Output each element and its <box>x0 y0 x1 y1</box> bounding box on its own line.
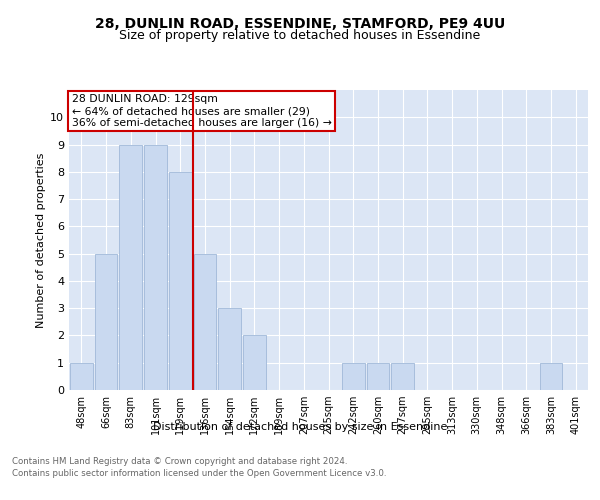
Bar <box>144 144 167 390</box>
Text: Contains public sector information licensed under the Open Government Licence v3: Contains public sector information licen… <box>12 468 386 477</box>
Text: Size of property relative to detached houses in Essendine: Size of property relative to detached ho… <box>119 29 481 42</box>
Bar <box>243 336 266 390</box>
Bar <box>119 144 142 390</box>
Text: Distribution of detached houses by size in Essendine: Distribution of detached houses by size … <box>153 422 447 432</box>
Bar <box>95 254 118 390</box>
Bar <box>70 362 93 390</box>
Text: 28, DUNLIN ROAD, ESSENDINE, STAMFORD, PE9 4UU: 28, DUNLIN ROAD, ESSENDINE, STAMFORD, PE… <box>95 18 505 32</box>
Bar <box>539 362 562 390</box>
Bar <box>194 254 216 390</box>
Y-axis label: Number of detached properties: Number of detached properties <box>36 152 46 328</box>
Bar <box>169 172 191 390</box>
Bar <box>391 362 414 390</box>
Text: 28 DUNLIN ROAD: 129sqm
← 64% of detached houses are smaller (29)
36% of semi-det: 28 DUNLIN ROAD: 129sqm ← 64% of detached… <box>71 94 331 128</box>
Bar <box>218 308 241 390</box>
Bar <box>342 362 365 390</box>
Text: Contains HM Land Registry data © Crown copyright and database right 2024.: Contains HM Land Registry data © Crown c… <box>12 458 347 466</box>
Bar <box>367 362 389 390</box>
